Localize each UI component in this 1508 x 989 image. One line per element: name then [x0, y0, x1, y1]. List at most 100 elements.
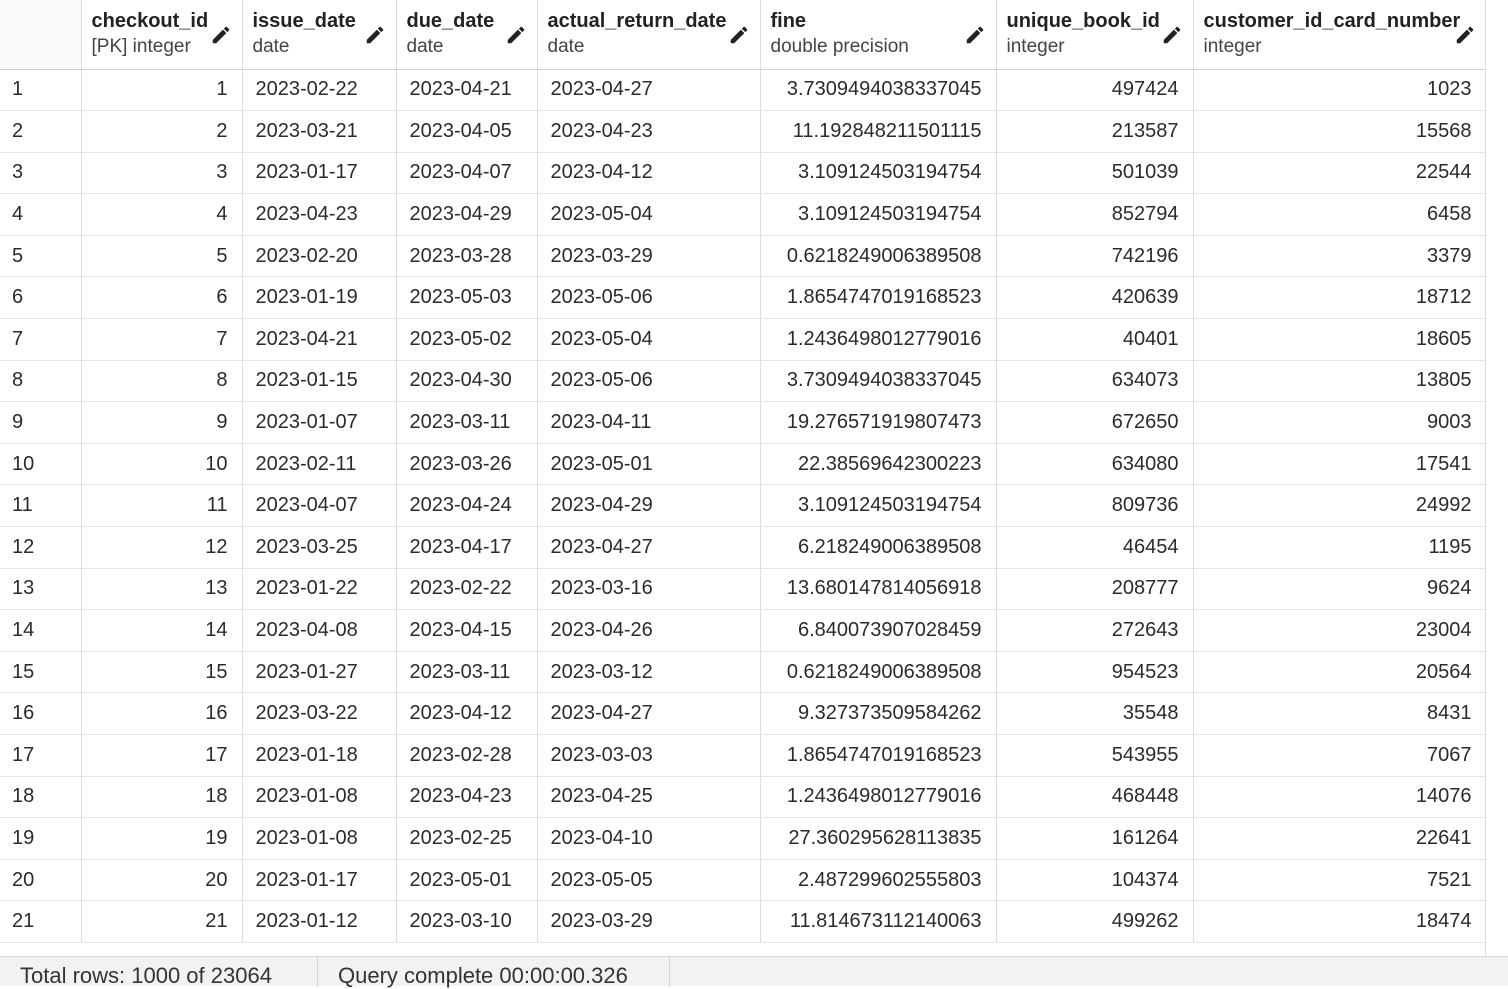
table-row[interactable]: 6 6 2023-01-19 2023-05-03 2023-05-06 1.865474…: [0, 276, 1485, 320]
cell-due-date[interactable]: 2023-04-12: [396, 692, 538, 735]
cell-customer-id-card-number[interactable]: 23004: [1193, 609, 1485, 652]
table-row[interactable]: 13 13 2023-01-22 2023-02-22 2023-03-16 13.680…: [0, 568, 1485, 611]
cell-checkout-id[interactable]: 16: [81, 692, 243, 735]
cell-issue-date[interactable]: 2023-01-08: [242, 817, 397, 860]
cell-issue-date[interactable]: 2023-03-21: [242, 110, 397, 153]
cell-customer-id-card-number[interactable]: 3379: [1193, 235, 1485, 278]
cell-fine[interactable]: 13.680147814056918: [760, 568, 997, 611]
edit-pencil-icon[interactable]: [964, 24, 986, 46]
cell-fine[interactable]: 1.2436498012779016: [760, 318, 997, 361]
cell-checkout-id[interactable]: 10: [81, 443, 243, 486]
cell-checkout-id[interactable]: 20: [81, 859, 243, 902]
cell-checkout-id[interactable]: 3: [81, 152, 243, 195]
cell-issue-date[interactable]: 2023-01-18: [242, 734, 397, 777]
cell-unique-book-id[interactable]: 497424: [996, 69, 1194, 112]
cell-fine[interactable]: 6.218249006389508: [760, 526, 997, 569]
cell-fine[interactable]: 3.109124503194754: [760, 193, 997, 236]
cell-checkout-id[interactable]: 1: [81, 69, 243, 112]
cell-customer-id-card-number[interactable]: 14076: [1193, 776, 1485, 819]
cell-due-date[interactable]: 2023-04-17: [396, 526, 538, 569]
cell-unique-book-id[interactable]: 46454: [996, 526, 1194, 569]
cell-fine[interactable]: 2.487299602555803: [760, 859, 997, 902]
cell-due-date[interactable]: 2023-04-24: [396, 484, 538, 528]
column-header-fine[interactable]: fine double precision: [760, 0, 997, 70]
cell-actual-return-date[interactable]: 2023-04-27: [537, 526, 761, 569]
cell-issue-date[interactable]: 2023-01-17: [242, 152, 397, 195]
cell-checkout-id[interactable]: 19: [81, 817, 243, 860]
cell-actual-return-date[interactable]: 2023-05-06: [537, 360, 761, 403]
table-row[interactable]: 7 7 2023-04-21 2023-05-02 2023-05-04 1.243649…: [0, 318, 1485, 361]
cell-unique-book-id[interactable]: 634080: [996, 443, 1194, 486]
cell-fine[interactable]: 3.109124503194754: [760, 152, 997, 195]
edit-pencil-icon[interactable]: [1454, 24, 1476, 46]
cell-customer-id-card-number[interactable]: 18474: [1193, 900, 1485, 943]
cell-due-date[interactable]: 2023-03-26: [396, 443, 538, 486]
cell-due-date[interactable]: 2023-02-28: [396, 734, 538, 777]
cell-issue-date[interactable]: 2023-04-23: [242, 193, 397, 236]
cell-issue-date[interactable]: 2023-03-25: [242, 526, 397, 569]
cell-unique-book-id[interactable]: 40401: [996, 318, 1194, 361]
cell-actual-return-date[interactable]: 2023-05-01: [537, 443, 761, 486]
cell-issue-date[interactable]: 2023-04-08: [242, 609, 397, 652]
cell-fine[interactable]: 0.6218249006389508: [760, 651, 997, 694]
cell-fine[interactable]: 3.7309494038337045: [760, 69, 997, 112]
table-row[interactable]: 2 2 2023-03-21 2023-04-05 2023-04-23 11.19284…: [0, 110, 1485, 153]
cell-customer-id-card-number[interactable]: 6458: [1193, 193, 1485, 236]
cell-issue-date[interactable]: 2023-01-07: [242, 401, 397, 444]
cell-actual-return-date[interactable]: 2023-03-12: [537, 651, 761, 694]
cell-unique-book-id[interactable]: 272643: [996, 609, 1194, 652]
cell-fine[interactable]: 1.8654747019168523: [760, 734, 997, 777]
cell-customer-id-card-number[interactable]: 18605: [1193, 318, 1485, 361]
cell-due-date[interactable]: 2023-02-25: [396, 817, 538, 860]
cell-actual-return-date[interactable]: 2023-05-05: [537, 859, 761, 902]
cell-unique-book-id[interactable]: 634073: [996, 360, 1194, 403]
cell-unique-book-id[interactable]: 742196: [996, 235, 1194, 278]
cell-due-date[interactable]: 2023-04-30: [396, 360, 538, 403]
cell-unique-book-id[interactable]: 809736: [996, 484, 1194, 528]
cell-fine[interactable]: 19.276571919807473: [760, 401, 997, 444]
cell-fine[interactable]: 22.38569642300223: [760, 443, 997, 486]
cell-customer-id-card-number[interactable]: 24992: [1193, 484, 1485, 528]
cell-actual-return-date[interactable]: 2023-04-11: [537, 401, 761, 444]
cell-issue-date[interactable]: 2023-03-22: [242, 692, 397, 735]
column-header-actual-return-date[interactable]: actual_return_date date: [537, 0, 761, 70]
cell-issue-date[interactable]: 2023-01-17: [242, 859, 397, 902]
cell-customer-id-card-number[interactable]: 1195: [1193, 526, 1485, 569]
cell-due-date[interactable]: 2023-05-02: [396, 318, 538, 361]
cell-unique-book-id[interactable]: 672650: [996, 401, 1194, 444]
cell-actual-return-date[interactable]: 2023-03-03: [537, 734, 761, 777]
cell-due-date[interactable]: 2023-05-01: [396, 859, 538, 902]
cell-actual-return-date[interactable]: 2023-04-26: [537, 609, 761, 652]
cell-issue-date[interactable]: 2023-04-07: [242, 484, 397, 528]
table-row[interactable]: 15 15 2023-01-27 2023-03-11 2023-03-12 0.6218…: [0, 651, 1485, 694]
column-header-unique-book-id[interactable]: unique_book_id integer: [996, 0, 1194, 70]
cell-fine[interactable]: 3.7309494038337045: [760, 360, 997, 403]
table-row[interactable]: 12 12 2023-03-25 2023-04-17 2023-04-27 6.2182…: [0, 526, 1485, 569]
cell-issue-date[interactable]: 2023-01-08: [242, 776, 397, 819]
cell-unique-book-id[interactable]: 104374: [996, 859, 1194, 902]
cell-actual-return-date[interactable]: 2023-04-23: [537, 110, 761, 153]
cell-customer-id-card-number[interactable]: 22544: [1193, 152, 1485, 195]
cell-fine[interactable]: 9.327373509584262: [760, 692, 997, 735]
cell-checkout-id[interactable]: 14: [81, 609, 243, 652]
cell-unique-book-id[interactable]: 420639: [996, 276, 1194, 320]
cell-checkout-id[interactable]: 6: [81, 276, 243, 320]
table-row[interactable]: 18 18 2023-01-08 2023-04-23 2023-04-25 1.2436…: [0, 776, 1485, 819]
cell-due-date[interactable]: 2023-04-29: [396, 193, 538, 236]
cell-actual-return-date[interactable]: 2023-03-29: [537, 900, 761, 943]
cell-checkout-id[interactable]: 8: [81, 360, 243, 403]
cell-actual-return-date[interactable]: 2023-03-29: [537, 235, 761, 278]
cell-unique-book-id[interactable]: 501039: [996, 152, 1194, 195]
cell-checkout-id[interactable]: 4: [81, 193, 243, 236]
table-row[interactable]: 4 4 2023-04-23 2023-04-29 2023-05-04 3.109124…: [0, 193, 1485, 236]
table-row[interactable]: 10 10 2023-02-11 2023-03-26 2023-05-01 22.385…: [0, 443, 1485, 486]
cell-fine[interactable]: 1.2436498012779016: [760, 776, 997, 819]
edit-pencil-icon[interactable]: [1161, 24, 1183, 46]
cell-customer-id-card-number[interactable]: 20564: [1193, 651, 1485, 694]
cell-issue-date[interactable]: 2023-02-11: [242, 443, 397, 486]
cell-customer-id-card-number[interactable]: 7067: [1193, 734, 1485, 777]
cell-actual-return-date[interactable]: 2023-05-04: [537, 318, 761, 361]
column-header-issue-date[interactable]: issue_date date: [242, 0, 397, 70]
table-row[interactable]: 21 21 2023-01-12 2023-03-10 2023-03-29 11.814…: [0, 900, 1485, 943]
cell-issue-date[interactable]: 2023-01-19: [242, 276, 397, 320]
